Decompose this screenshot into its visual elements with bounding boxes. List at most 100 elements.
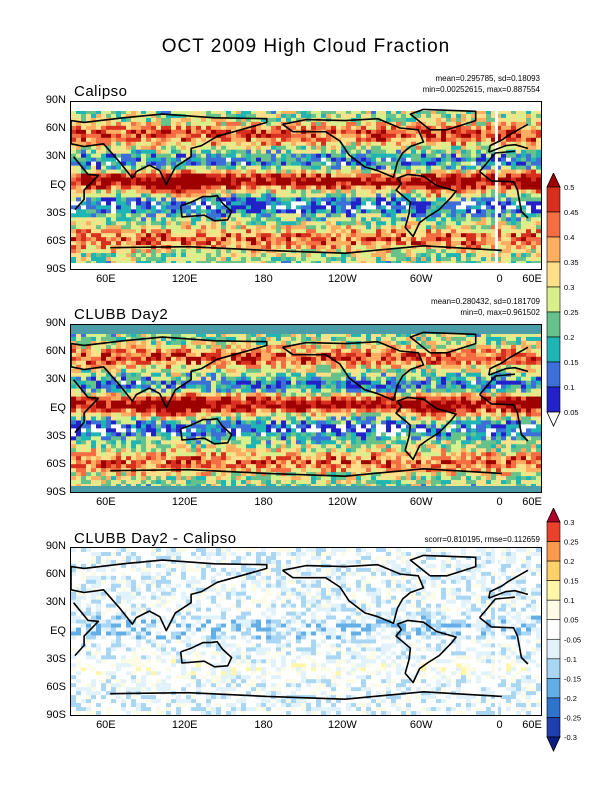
field-cell: [481, 209, 487, 214]
field-cell: [506, 332, 512, 338]
field-cell: [371, 241, 377, 246]
field-cell: [126, 141, 132, 147]
field-cell: [441, 332, 447, 338]
field-cell: [331, 169, 337, 175]
lon-label: 120E: [171, 273, 198, 285]
field-cell: [201, 197, 207, 203]
field-cell: [281, 113, 287, 119]
field-cell: [461, 348, 467, 354]
field-cell: [196, 356, 202, 362]
field-cell: [366, 169, 372, 175]
field-cell: [321, 177, 327, 183]
field-cell: [491, 125, 497, 131]
field-cell: [436, 221, 442, 226]
field-cell: [376, 233, 382, 238]
field-cell: [216, 173, 222, 179]
field-cell: [206, 340, 212, 346]
field-cell: [311, 109, 317, 115]
field-cell: [471, 217, 477, 222]
field-cell: [326, 113, 332, 119]
field-cell: [321, 221, 327, 226]
field-cell: [321, 344, 327, 350]
field-cell: [276, 221, 282, 226]
field-cell: [256, 109, 262, 115]
field-cell: [231, 197, 237, 203]
field-cell: [261, 340, 267, 346]
field-cell: [176, 253, 182, 258]
field-cell: [501, 221, 507, 226]
field-cell: [301, 217, 307, 222]
field-cell: [106, 189, 112, 195]
field-cell: [356, 185, 362, 191]
field-cell: [341, 161, 347, 167]
field-cell: [266, 217, 272, 222]
field-cell: [91, 229, 97, 234]
field-cell: [96, 356, 102, 362]
field-cell: [356, 241, 362, 246]
field-cell: [231, 153, 237, 159]
field-cell: [391, 153, 397, 159]
field-cell: [131, 125, 137, 131]
field-cell: [331, 241, 337, 246]
field-cell: [241, 229, 247, 234]
field-cell: [96, 233, 102, 238]
field-cell: [181, 352, 187, 358]
field-cell: [281, 213, 287, 218]
field-cell: [316, 249, 322, 254]
field-cell: [506, 113, 512, 119]
field-cell: [341, 113, 347, 119]
field-cell: [176, 197, 182, 203]
field-cell: [236, 141, 242, 147]
field-cell: [411, 197, 417, 203]
field-cell: [531, 177, 537, 183]
field-cell: [116, 360, 122, 366]
field-cell: [161, 145, 167, 151]
field-cell: [341, 352, 347, 358]
field-cell: [166, 348, 172, 354]
field-cell: [361, 185, 367, 191]
field-cell: [256, 133, 262, 139]
field-cell: [446, 209, 452, 214]
field-cell: [196, 233, 202, 238]
field-cell: [391, 177, 397, 183]
field-cell: [86, 249, 92, 254]
field-cell: [516, 253, 522, 258]
field-cell: [481, 241, 487, 246]
field-cell: [81, 352, 87, 358]
field-cell: [316, 241, 322, 246]
field-cell: [201, 185, 207, 191]
field-cell: [71, 121, 77, 127]
field-cell: [96, 209, 102, 214]
field-cell: [101, 229, 107, 234]
field-cell: [426, 121, 432, 127]
field-cell: [166, 113, 172, 119]
field-cell: [431, 125, 437, 131]
field-cell: [351, 332, 357, 338]
field-cell: [326, 245, 332, 250]
field-cell: [96, 137, 102, 143]
field-cell: [111, 217, 117, 222]
field-cell: [326, 189, 332, 195]
field-cell: [226, 157, 232, 163]
field-cell: [331, 157, 337, 163]
field-cell: [431, 161, 437, 167]
field-cell: [526, 221, 532, 226]
field-cell: [246, 145, 252, 151]
field-cell: [156, 169, 162, 175]
field-cell: [526, 161, 532, 167]
field-cell: [426, 205, 432, 210]
field-cell: [146, 197, 152, 203]
field-cell: [116, 217, 122, 222]
field-cell: [371, 153, 377, 159]
field-cell: [426, 113, 432, 119]
field-cell: [106, 141, 112, 147]
field-cell: [276, 237, 282, 242]
field-cell: [71, 145, 77, 151]
field-cell: [281, 209, 287, 214]
field-cell: [446, 336, 452, 342]
field-cell: [231, 340, 237, 346]
field-cell: [271, 113, 277, 119]
field-cell: [271, 332, 277, 338]
field-cell: [111, 177, 117, 183]
field-cell: [291, 113, 297, 119]
